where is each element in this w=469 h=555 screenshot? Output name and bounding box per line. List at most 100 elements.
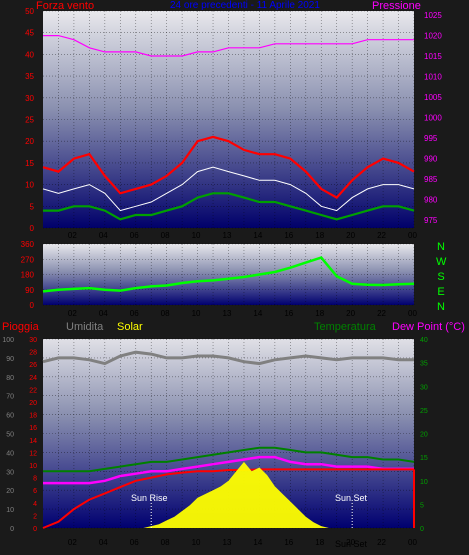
temp-ytick-0: 0: [420, 526, 424, 533]
wind-xtick-02-0: 02: [68, 231, 77, 240]
rain-xtick-10-4: 10: [192, 538, 201, 547]
pressure-ytick-995: 995: [424, 134, 438, 143]
dir-xtick-16-7: 16: [284, 309, 293, 318]
compass-w: W: [436, 256, 447, 268]
wind-series-pressure: [43, 34, 414, 57]
hum-ytick-20: 20: [6, 488, 14, 495]
temp-ytick-5: 5: [420, 502, 424, 509]
dir-xtick-02-0: 02: [68, 309, 77, 318]
rain-ytick-24: 24: [29, 375, 37, 382]
rain-xtick-16-7: 16: [284, 538, 293, 547]
rain-ytick-18: 18: [29, 413, 37, 420]
rain-xtick-00-11: 00: [408, 538, 417, 547]
wind-xtick-16-7: 16: [284, 231, 293, 240]
dir-ytick-0: 0: [30, 301, 35, 310]
hum-ytick-30: 30: [6, 469, 14, 476]
dewpoint-label: Dew Point (°C): [392, 321, 465, 333]
hum-ytick-100: 100: [2, 337, 14, 344]
forza-vento-label: Forza vento: [36, 0, 95, 12]
compass-labels: N W S E N: [436, 240, 446, 315]
dir-ytick-180: 180: [21, 271, 35, 280]
wind-ytick-50: 50: [25, 7, 34, 16]
pressione-label: Pressione: [372, 0, 421, 12]
rain-ytick-6: 6: [33, 488, 37, 495]
wind-xtick-20-9: 20: [346, 231, 355, 240]
compass-s: S: [437, 271, 445, 283]
rain-ytick-30: 30: [29, 337, 37, 344]
wind-xtick-00-11: 00: [408, 231, 417, 240]
dir-xtick-13-5: 13: [223, 309, 232, 318]
hum-ytick-80: 80: [6, 375, 14, 382]
wind-ytick-45: 45: [25, 29, 34, 38]
wind-ytick-15: 15: [25, 159, 34, 168]
wind-xtick-22-10: 22: [377, 231, 386, 240]
dir-xtick-04-1: 04: [99, 309, 108, 318]
temp-ytick-25: 25: [420, 408, 428, 415]
dir-xtick-20-9: 20: [346, 309, 355, 318]
solar-label: Solar: [117, 321, 143, 333]
hum-ytick-50: 50: [6, 432, 14, 439]
rain-xtick-18-8: 18: [315, 538, 324, 547]
rain-ytick-0: 0: [33, 526, 37, 533]
wind-ytick-20: 20: [25, 137, 34, 146]
pressure-ytick-1000: 1000: [424, 113, 442, 122]
wind-ytick-0: 0: [30, 224, 35, 233]
temp-ytick-20: 20: [420, 432, 428, 439]
rain-ytick-20: 20: [29, 400, 37, 407]
compass-e: E: [437, 286, 445, 298]
rain-ytick-10: 10: [29, 463, 37, 470]
period-title: 24 ore precedenti - 11 Aprile 2021: [170, 0, 320, 11]
dir-xtick-18-8: 18: [315, 309, 324, 318]
dir-ytick-90: 90: [25, 286, 34, 295]
hum-ytick-40: 40: [6, 450, 14, 457]
dir-xtick-22-10: 22: [377, 309, 386, 318]
dir-series-direction: [42, 256, 415, 293]
wind-xtick-08-3: 08: [161, 231, 170, 240]
rain-xtick-13-5: 13: [223, 538, 232, 547]
rain-ytick-12: 12: [29, 450, 37, 457]
pressure-ytick-990: 990: [424, 154, 438, 163]
wind-ytick-40: 40: [25, 50, 34, 59]
wind-xtick-06-2: 06: [130, 231, 139, 240]
wind-xtick-10-4: 10: [192, 231, 201, 240]
pressure-ytick-1010: 1010: [424, 73, 442, 82]
wind-ytick-5: 5: [30, 202, 35, 211]
wind-ytick-10: 10: [25, 181, 34, 190]
rain-xtick-08-3: 08: [161, 538, 170, 547]
temp-ytick-30: 30: [420, 384, 428, 391]
rain-xtick-14-6: 14: [253, 538, 262, 547]
wind-series-gust: [42, 135, 415, 199]
compass-n-bottom: N: [437, 301, 445, 313]
pressure-ytick-1015: 1015: [424, 52, 442, 61]
rain-xtick-06-2: 06: [130, 538, 139, 547]
pressure-ytick-975: 975: [424, 216, 438, 225]
pressure-ytick-985: 985: [424, 175, 438, 184]
hum-ytick-10: 10: [6, 507, 14, 514]
rain-ytick-22: 22: [29, 387, 37, 394]
dir-ytick-270: 270: [21, 255, 35, 264]
temperatura-label: Temperatura: [314, 321, 376, 333]
rain-ytick-16: 16: [29, 425, 37, 432]
wind-xtick-13-5: 13: [223, 231, 232, 240]
dir-ytick-360: 360: [21, 240, 35, 249]
dir-xtick-00-11: 00: [408, 309, 417, 318]
pressure-ytick-1025: 1025: [424, 11, 442, 20]
temp-ytick-40: 40: [420, 337, 428, 344]
hum-ytick-70: 70: [6, 394, 14, 401]
rain-xtick-04-1: 04: [99, 538, 108, 547]
hum-ytick-90: 90: [6, 356, 14, 363]
rain-ytick-14: 14: [29, 438, 37, 445]
compass-n-top: N: [437, 241, 445, 253]
pressure-ytick-980: 980: [424, 195, 438, 204]
sun-rise-annotation: Sun Rise: [131, 493, 168, 503]
hum-ytick-60: 60: [6, 413, 14, 420]
pressure-ytick-1005: 1005: [424, 93, 442, 102]
rain-xtick-20-9: 20: [346, 538, 355, 547]
dir-xtick-08-3: 08: [161, 309, 170, 318]
dir-xtick-06-2: 06: [130, 309, 139, 318]
wind-ytick-30: 30: [25, 94, 34, 103]
umidita-label: Umidita: [66, 321, 104, 333]
rain-ytick-4: 4: [33, 501, 37, 508]
